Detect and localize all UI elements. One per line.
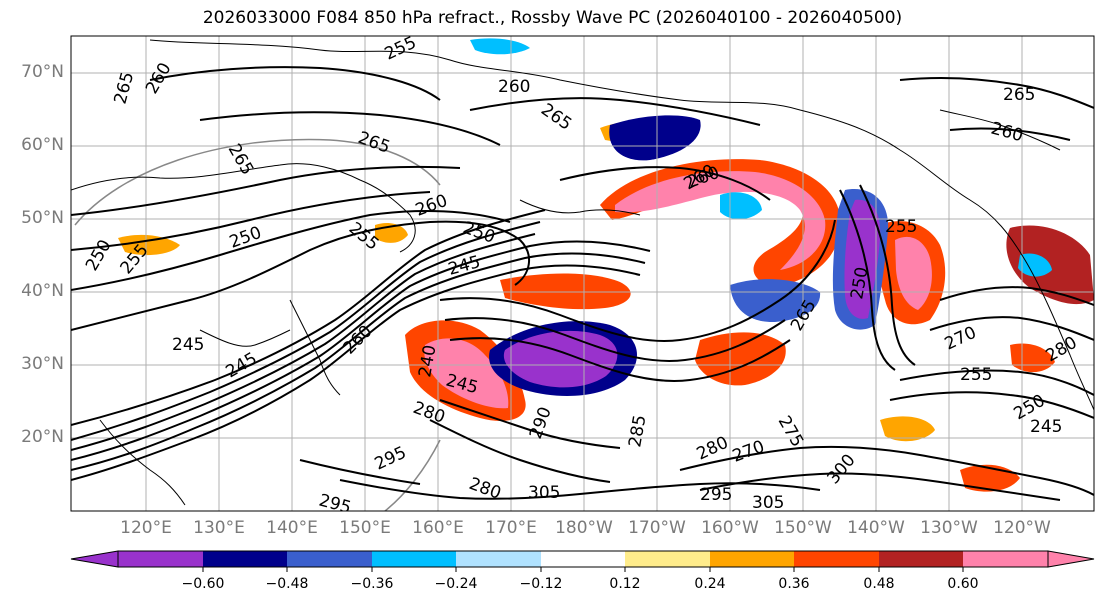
positive-anomaly-region — [880, 416, 935, 442]
contour-label: 260 — [498, 77, 530, 97]
positive-anomaly-region — [500, 273, 631, 310]
colorbar-tick-label: −0.60 — [181, 576, 225, 592]
contour-label: 305 — [528, 483, 560, 503]
longitude-label: 160°W — [701, 518, 759, 538]
colorbar-tick-label: −0.24 — [434, 576, 478, 592]
latitude-label: 50°N — [21, 208, 64, 228]
colorbar-bin — [625, 551, 710, 567]
colorbar-bin — [794, 551, 879, 567]
latitude-label: 60°N — [21, 135, 64, 155]
coastlines — [71, 39, 1094, 506]
positive-anomaly-region — [695, 332, 786, 386]
longitude-label: 150°E — [339, 518, 391, 538]
contour-label: 295 — [317, 491, 354, 519]
contour-label: 255 — [960, 365, 992, 385]
latitude-label: 30°N — [21, 354, 64, 374]
contour-label: 245 — [1030, 417, 1062, 437]
negative-anomaly-region — [1018, 253, 1052, 277]
longitude-label: 130°E — [193, 518, 245, 538]
negative-anomaly-core — [503, 330, 618, 388]
contour-label: 245 — [172, 335, 204, 355]
map-frame — [70, 35, 1095, 512]
colorbar-bin — [963, 551, 1048, 567]
colorbar-frame — [117, 550, 1049, 568]
colorbar-tick-label: 0.60 — [947, 576, 979, 592]
colorbar-bin — [541, 551, 625, 567]
colorbar-tick-label: −0.12 — [519, 576, 563, 592]
longitude-label: 180°W — [555, 518, 613, 538]
colorbar-bin — [287, 551, 372, 567]
region-outline-arc — [74, 138, 441, 511]
longitude-label: 130°W — [920, 518, 978, 538]
colorbar-extend-low — [70, 550, 119, 568]
negative-anomaly-region — [470, 38, 530, 55]
negative-anomaly-core — [844, 199, 881, 319]
positive-anomaly-region — [118, 234, 180, 256]
colorbar-bin — [118, 551, 203, 567]
positive-anomaly-core — [615, 171, 826, 270]
longitude-label: 120°E — [120, 518, 172, 538]
longitude-label: 140°W — [847, 518, 905, 538]
colorbar-tick-label: 0.36 — [778, 576, 810, 592]
longitude-label: 170°W — [628, 518, 686, 538]
contour-label: 255 — [885, 217, 917, 237]
contour-label: 295 — [700, 485, 732, 505]
longitude-label: 160°E — [412, 518, 464, 538]
colorbar-tick-label: 0.24 — [694, 576, 726, 592]
colorbar-tick-label: 0.48 — [863, 576, 895, 592]
negative-anomaly-region — [730, 279, 821, 323]
colorbar-bin — [203, 551, 287, 567]
map-panel: 255 260 265 265 260 265 265 260 265 260 … — [70, 35, 1095, 519]
longitude-label: 150°W — [774, 518, 832, 538]
colorbar-bin — [879, 551, 963, 567]
colorbar — [70, 550, 1095, 572]
contour-label: 305 — [752, 493, 784, 513]
isentrope-contours — [71, 66, 1094, 501]
colorbar-bin — [372, 551, 456, 567]
colorbar-extend-high — [1047, 550, 1095, 568]
longitude-label: 140°E — [266, 518, 318, 538]
contour-label: 265 — [1003, 85, 1035, 105]
longitude-label: 120°W — [993, 518, 1051, 538]
colorbar-bin — [710, 551, 794, 567]
negative-anomaly-region — [609, 115, 701, 161]
colorbar-bin — [456, 551, 541, 567]
colorbar-tick-label: 0.12 — [609, 576, 641, 592]
colorbar-tick-label: −0.48 — [265, 576, 309, 592]
latitude-label: 40°N — [21, 281, 64, 301]
map-title: 2026033000 F084 850 hPa refract., Rossby… — [202, 8, 903, 28]
latitude-label: 70°N — [21, 62, 64, 82]
longitude-label: 170°E — [485, 518, 537, 538]
positive-anomaly-core — [424, 338, 509, 409]
colorbar-tick-label: −0.36 — [350, 576, 394, 592]
graticule — [71, 36, 1094, 511]
latitude-label: 20°N — [21, 427, 64, 447]
